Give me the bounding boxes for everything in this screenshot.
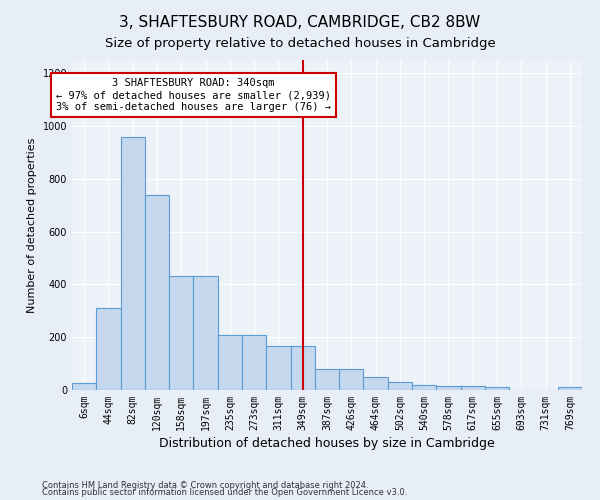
- Bar: [388, 382, 412, 390]
- Bar: [339, 369, 364, 390]
- Bar: [96, 308, 121, 390]
- X-axis label: Distribution of detached houses by size in Cambridge: Distribution of detached houses by size …: [159, 437, 495, 450]
- Text: Contains HM Land Registry data © Crown copyright and database right 2024.: Contains HM Land Registry data © Crown c…: [42, 480, 368, 490]
- Bar: [266, 346, 290, 390]
- Bar: [218, 334, 242, 390]
- Bar: [145, 194, 169, 390]
- Bar: [558, 388, 582, 390]
- Text: Contains public sector information licensed under the Open Government Licence v3: Contains public sector information licen…: [42, 488, 407, 497]
- Bar: [121, 136, 145, 390]
- Bar: [72, 384, 96, 390]
- Text: 3, SHAFTESBURY ROAD, CAMBRIDGE, CB2 8BW: 3, SHAFTESBURY ROAD, CAMBRIDGE, CB2 8BW: [119, 15, 481, 30]
- Bar: [412, 384, 436, 390]
- Y-axis label: Number of detached properties: Number of detached properties: [27, 138, 37, 312]
- Bar: [242, 334, 266, 390]
- Text: Size of property relative to detached houses in Cambridge: Size of property relative to detached ho…: [104, 38, 496, 51]
- Bar: [364, 377, 388, 390]
- Bar: [461, 386, 485, 390]
- Bar: [193, 276, 218, 390]
- Text: 3 SHAFTESBURY ROAD: 340sqm
← 97% of detached houses are smaller (2,939)
3% of se: 3 SHAFTESBURY ROAD: 340sqm ← 97% of deta…: [56, 78, 331, 112]
- Bar: [436, 386, 461, 390]
- Bar: [485, 388, 509, 390]
- Bar: [290, 346, 315, 390]
- Bar: [169, 276, 193, 390]
- Bar: [315, 369, 339, 390]
